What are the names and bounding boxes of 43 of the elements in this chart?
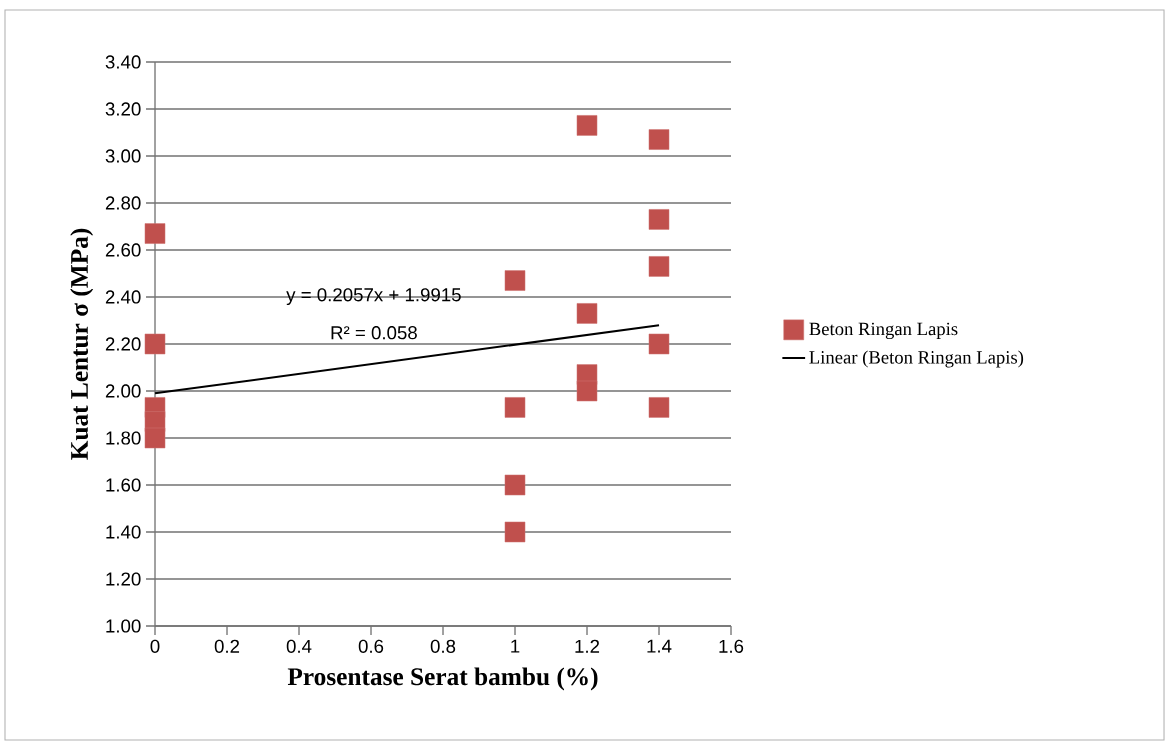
y-tick-label: 2.80 xyxy=(105,196,141,210)
x-tick-label: 0.4 xyxy=(286,639,312,653)
y-tick-label: 1.00 xyxy=(106,619,141,633)
point xyxy=(576,115,598,136)
x-tick-label: 1.4 xyxy=(647,639,672,653)
y-axis-title: Kuat Lentur σ (MPa) xyxy=(70,228,94,460)
x-tick-label: 1 xyxy=(511,639,520,653)
y-tick-label: 2.40 xyxy=(105,290,141,304)
point xyxy=(576,380,598,402)
y-tick-label: 2.60 xyxy=(105,243,141,257)
point xyxy=(648,129,670,150)
annotation: R² = 0.058 xyxy=(331,326,417,340)
y-tick-label: 2.00 xyxy=(105,384,141,398)
y-tick-label: 1.80 xyxy=(106,431,141,445)
annotation: y = 0.2057x + 1.9915 xyxy=(286,288,461,306)
legend-label: Linear (Beton Ringan Lapis) xyxy=(809,350,1024,368)
point xyxy=(504,397,526,418)
y-tick-label: 1.60 xyxy=(106,478,141,492)
point xyxy=(648,256,670,277)
point xyxy=(144,427,166,449)
point xyxy=(576,303,598,324)
y-tick-label: 1.20 xyxy=(106,572,141,586)
x-tick-label: 1.2 xyxy=(575,639,600,653)
y-tick-label: 1.40 xyxy=(106,525,141,539)
x-tick-label: 0.2 xyxy=(214,639,240,653)
point xyxy=(144,223,166,244)
x-tick-label: 0.8 xyxy=(430,639,456,653)
point xyxy=(648,333,670,355)
point xyxy=(648,397,670,418)
x-tick-label: 1.6 xyxy=(719,639,744,653)
x-tick-label: 0 xyxy=(150,639,160,653)
point xyxy=(504,474,526,496)
point xyxy=(504,270,526,291)
legend-label: Beton Ringan Lapis xyxy=(809,322,958,340)
x-axis-title: Prosentase Serat bambu (%) xyxy=(287,667,598,691)
x-tick-label: 0.6 xyxy=(358,639,384,653)
y-tick-label: 3.00 xyxy=(105,149,141,163)
y-tick-label: 3.40 xyxy=(105,55,141,69)
point xyxy=(504,521,526,543)
point xyxy=(144,333,166,355)
point xyxy=(648,209,670,230)
y-tick-label: 3.20 xyxy=(105,102,141,116)
y-tick-label: 2.20 xyxy=(105,337,141,351)
